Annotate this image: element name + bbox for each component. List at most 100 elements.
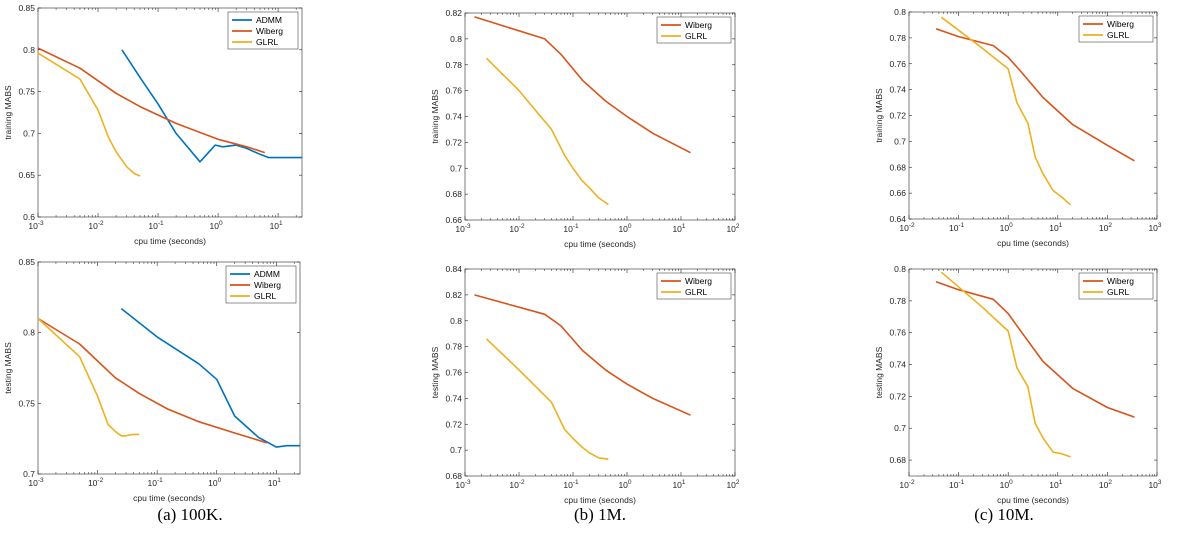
y-tick-label: 0.78 bbox=[889, 296, 906, 306]
x-tick-label: 10-3 bbox=[455, 479, 471, 490]
y-tick-label: 0.8 bbox=[450, 316, 462, 326]
x-tick-exponent: -2 bbox=[909, 222, 915, 229]
y-tick-label: 0.68 bbox=[445, 471, 462, 481]
x-tick-exponent: -3 bbox=[38, 477, 44, 484]
legend-label: ADMM bbox=[256, 15, 282, 25]
x-tick-exponent: 3 bbox=[1158, 479, 1162, 486]
x-tick-label: 103 bbox=[1148, 479, 1161, 490]
x-tick-label: 10-2 bbox=[88, 220, 104, 231]
legend-label: Wiberg bbox=[254, 280, 281, 290]
x-tick-label: 10-2 bbox=[509, 479, 525, 490]
y-tick-label: 0.8 bbox=[23, 45, 35, 55]
y-axis-label: training MABS bbox=[874, 88, 884, 143]
x-tick-exponent: 0 bbox=[218, 477, 222, 484]
y-tick-label: 0.78 bbox=[445, 342, 462, 352]
x-tick-exponent: 0 bbox=[1009, 479, 1013, 486]
x-tick-label: 101 bbox=[1049, 222, 1062, 233]
y-tick-label: 0.6 bbox=[23, 212, 35, 222]
x-tick-exponent: 3 bbox=[1158, 222, 1162, 229]
x-tick-label: 100 bbox=[618, 479, 631, 490]
x-tick-exponent: -1 bbox=[958, 479, 964, 486]
x-tick-label: 10-1 bbox=[563, 223, 579, 234]
x-tick-exponent: -3 bbox=[465, 479, 471, 486]
caption-a: (a) 100K. bbox=[157, 505, 223, 524]
y-axis-label: testing MABS bbox=[430, 346, 440, 398]
y-tick-label: 0.84 bbox=[445, 264, 462, 274]
caption-b: (b) 1M. bbox=[574, 505, 626, 524]
y-tick-label: 0.82 bbox=[445, 8, 462, 18]
y-tick-label: 0.8 bbox=[450, 34, 462, 44]
x-axis-label: cpu time (seconds) bbox=[564, 239, 636, 249]
x-tick-exponent: -3 bbox=[465, 223, 471, 230]
x-tick-label: 10-1 bbox=[949, 479, 965, 490]
x-tick-exponent: -2 bbox=[98, 220, 104, 227]
series-line-wiberg bbox=[935, 28, 1135, 162]
y-tick-label: 0.72 bbox=[889, 391, 906, 401]
x-tick-label: 100 bbox=[1000, 479, 1013, 490]
legend-label: Wiberg bbox=[685, 276, 712, 286]
y-tick-label: 0.7 bbox=[450, 445, 462, 455]
y-tick-label: 0.64 bbox=[889, 214, 906, 224]
y-tick-label: 0.75 bbox=[18, 398, 35, 408]
y-tick-label: 0.76 bbox=[889, 59, 906, 69]
x-tick-label: 10-2 bbox=[509, 223, 525, 234]
x-tick-exponent: 1 bbox=[1059, 222, 1063, 229]
x-tick-exponent: -2 bbox=[909, 479, 915, 486]
x-tick-exponent: 1 bbox=[277, 477, 281, 484]
legend-box bbox=[656, 272, 732, 300]
y-tick-label: 0.72 bbox=[445, 419, 462, 429]
legend-label: Wiberg bbox=[1107, 19, 1134, 29]
x-tick-exponent: 2 bbox=[1108, 479, 1112, 486]
x-tick-exponent: -2 bbox=[519, 223, 525, 230]
legend-label: GLRL bbox=[1107, 30, 1129, 40]
x-axis-label: cpu time (seconds) bbox=[997, 238, 1069, 248]
x-tick-label: 101 bbox=[1049, 479, 1062, 490]
y-tick-label: 0.68 bbox=[889, 162, 906, 172]
series-line-glrl bbox=[940, 271, 1071, 458]
series-line-glrl bbox=[37, 52, 141, 177]
y-tick-label: 0.72 bbox=[445, 137, 462, 147]
x-axis-label: cpu time (seconds) bbox=[133, 493, 205, 503]
y-tick-label: 0.8 bbox=[894, 264, 906, 274]
x-tick-exponent: -3 bbox=[38, 220, 44, 227]
y-axis-label: testing MABS bbox=[874, 346, 884, 398]
y-tick-label: 0.78 bbox=[445, 60, 462, 70]
y-tick-label: 0.7 bbox=[894, 136, 906, 146]
x-tick-label: 10-1 bbox=[148, 477, 164, 488]
series-line-wiberg bbox=[37, 317, 268, 444]
x-tick-exponent: 2 bbox=[736, 223, 740, 230]
axes-box bbox=[464, 12, 736, 221]
y-tick-label: 0.74 bbox=[445, 393, 462, 403]
x-tick-exponent: 1 bbox=[682, 479, 686, 486]
x-tick-label: 101 bbox=[270, 220, 283, 231]
x-tick-exponent: 1 bbox=[682, 223, 686, 230]
x-tick-exponent: 2 bbox=[1108, 222, 1112, 229]
x-tick-exponent: 0 bbox=[628, 223, 632, 230]
y-tick-label: 0.85 bbox=[18, 3, 35, 13]
x-tick-label: 10-2 bbox=[899, 222, 915, 233]
axes-box bbox=[37, 261, 301, 475]
y-tick-label: 0.74 bbox=[889, 360, 906, 370]
x-tick-exponent: -1 bbox=[958, 222, 964, 229]
x-tick-exponent: 2 bbox=[736, 479, 740, 486]
x-tick-label: 102 bbox=[726, 479, 739, 490]
caption-c: (c) 10M. bbox=[974, 505, 1034, 524]
x-tick-label: 100 bbox=[618, 223, 631, 234]
y-tick-label: 0.85 bbox=[18, 257, 35, 267]
series-line-wiberg bbox=[935, 280, 1135, 418]
y-tick-label: 0.8 bbox=[23, 328, 35, 338]
legend-label: ADMM bbox=[254, 269, 280, 279]
x-tick-label: 101 bbox=[268, 477, 281, 488]
y-tick-label: 0.7 bbox=[894, 423, 906, 433]
y-tick-label: 0.7 bbox=[23, 469, 35, 479]
y-tick-label: 0.68 bbox=[889, 455, 906, 465]
axes-box bbox=[37, 7, 303, 218]
y-tick-label: 0.74 bbox=[445, 112, 462, 122]
legend-box bbox=[1078, 15, 1154, 43]
series-line-wiberg bbox=[474, 16, 691, 154]
y-axis-label: training MABS bbox=[430, 89, 440, 144]
x-tick-exponent: 0 bbox=[1009, 222, 1013, 229]
